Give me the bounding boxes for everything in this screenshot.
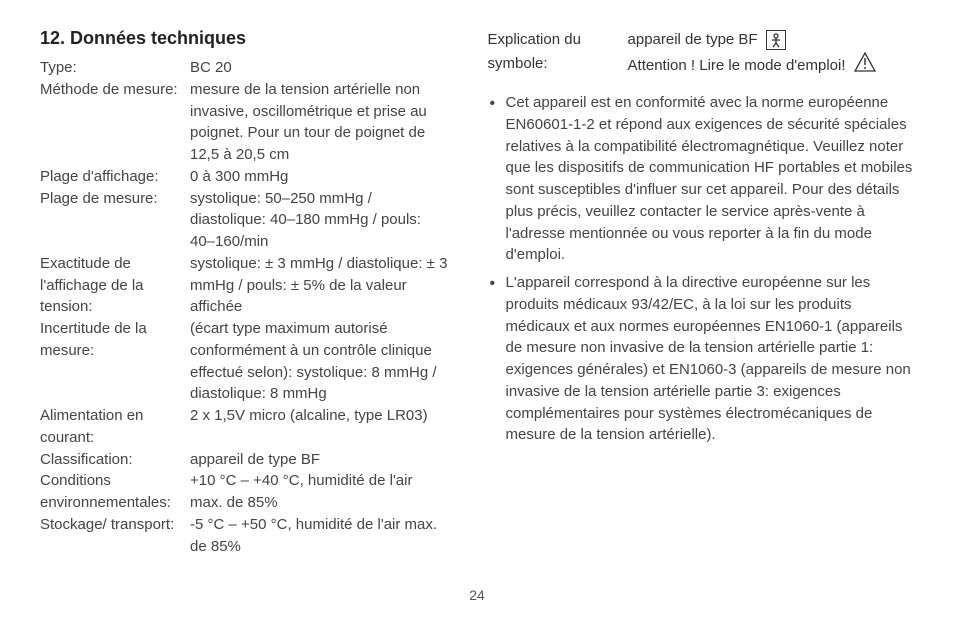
spec-label: Plage d'affichage: [40,166,190,188]
spec-value: BC 20 [190,57,448,79]
spec-row: Incertitude de la mesure:(écart type max… [40,318,448,405]
page-columns: 12. Données techniques Type:BC 20Méthode… [40,28,914,557]
spec-value: systolique: ± 3 mmHg / diastolique: ± 3 … [190,253,448,318]
spec-row: Exactitude de l'affichage de la tension:… [40,253,448,318]
section-heading: 12. Données techniques [40,28,448,49]
symbol-explanation: Explication du symbole: appareil de type… [488,28,914,80]
spec-label: Incertitude de la mesure: [40,318,190,405]
symbol-line1: appareil de type BF [628,31,758,48]
spec-row: Alimentation en courant:2 x 1,5V micro (… [40,405,448,449]
list-item: L'appareil correspond à la directive eur… [488,272,914,446]
warning-icon [854,52,876,80]
left-column: 12. Données techniques Type:BC 20Méthode… [40,28,448,557]
spec-value: 0 à 300 mmHg [190,166,448,188]
spec-row: Plage d'affichage:0 à 300 mmHg [40,166,448,188]
spec-value: systolique: 50–250 mmHg / diastolique: 4… [190,188,448,253]
compliance-list: Cet appareil est en conformité avec la n… [488,92,914,446]
page-number: 24 [469,587,485,603]
spec-label: Conditions environnementales: [40,470,190,514]
spec-label: Classification: [40,449,190,471]
spec-label: Alimentation en courant: [40,405,190,449]
list-item: Cet appareil est en conformité avec la n… [488,92,914,266]
right-column: Explication du symbole: appareil de type… [488,28,914,557]
spec-label: Type: [40,57,190,79]
spec-label: Stockage/ transport: [40,514,190,558]
spec-value: 2 x 1,5V micro (alcaline, type LR03) [190,405,448,449]
spec-row: Classification:appareil de type BF [40,449,448,471]
spec-value: mesure de la tension artérielle non inva… [190,79,448,166]
spec-list: Type:BC 20Méthode de mesure:mesure de la… [40,57,448,557]
spec-row: Type:BC 20 [40,57,448,79]
spec-row: Conditions environnementales:+10 °C – +4… [40,470,448,514]
symbol-line2: Attention ! Lire le mode d'emploi! [628,57,846,74]
spec-label: Plage de mesure: [40,188,190,253]
spec-value: -5 °C – +50 °C, humidité de l'air max. d… [190,514,448,558]
spec-row: Stockage/ transport:-5 °C – +50 °C, humi… [40,514,448,558]
spec-value: (écart type maximum autorisé conformémen… [190,318,448,405]
spec-label: Méthode de mesure: [40,79,190,166]
spec-label: Exactitude de l'affichage de la tension: [40,253,190,318]
spec-value: appareil de type BF [190,449,448,471]
symbol-label: Explication du symbole: [488,28,628,80]
spec-row: Méthode de mesure:mesure de la tension a… [40,79,448,166]
type-bf-icon [766,30,786,50]
symbol-value: appareil de type BF Attention ! Lire le … [628,28,914,80]
spec-value: +10 °C – +40 °C, humidité de l'air max. … [190,470,448,514]
spec-row: Plage de mesure:systolique: 50–250 mmHg … [40,188,448,253]
